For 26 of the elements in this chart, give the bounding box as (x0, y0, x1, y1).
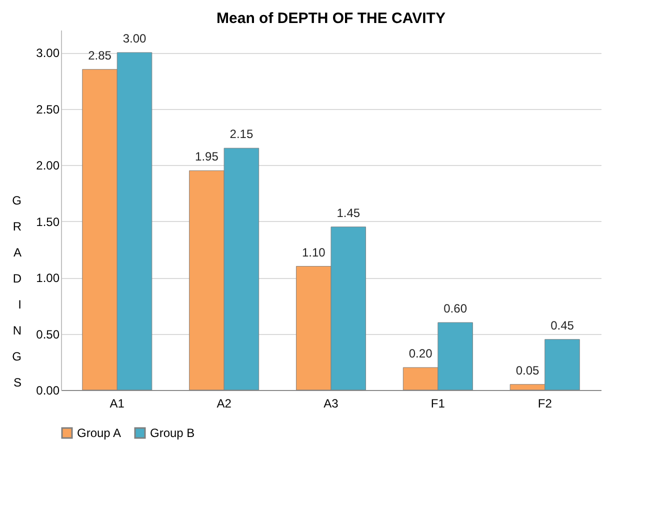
x-tick-label: F2 (538, 396, 552, 410)
data-label: 0.05 (516, 363, 540, 378)
x-tick-label: A1 (110, 396, 125, 410)
data-label: 1.10 (302, 245, 326, 260)
data-label: 0.20 (408, 346, 433, 360)
data-label: 0.60 (444, 302, 468, 316)
x-tick-label: A3 (324, 396, 339, 410)
y-tick-label: 3.00 (36, 46, 60, 60)
y-tick-label: 1.50 (36, 214, 60, 229)
y-tick-label: 0.50 (36, 327, 60, 342)
y-tick-label: 1.00 (36, 271, 60, 285)
x-tick-label: A2 (216, 396, 232, 410)
y-tick-label: 2.50 (36, 102, 60, 116)
y-axis-title: GRADINGS (12, 194, 22, 390)
data-label: 3.00 (122, 32, 147, 46)
y-tick-label: 0.00 (36, 384, 60, 398)
data-label: 0.45 (550, 318, 574, 332)
data-label: 1.45 (336, 206, 360, 220)
legend-label: Group B (150, 426, 195, 440)
chart-title: Mean of DEPTH OF THE CAVITY (216, 10, 446, 27)
data-label: 2.15 (230, 127, 254, 142)
y-tick-label: 2.00 (36, 158, 60, 172)
data-label: 1.95 (195, 150, 219, 164)
legend-label: Group A (77, 426, 122, 440)
x-tick-label: F1 (430, 396, 446, 410)
data-label: 2.85 (88, 48, 112, 62)
